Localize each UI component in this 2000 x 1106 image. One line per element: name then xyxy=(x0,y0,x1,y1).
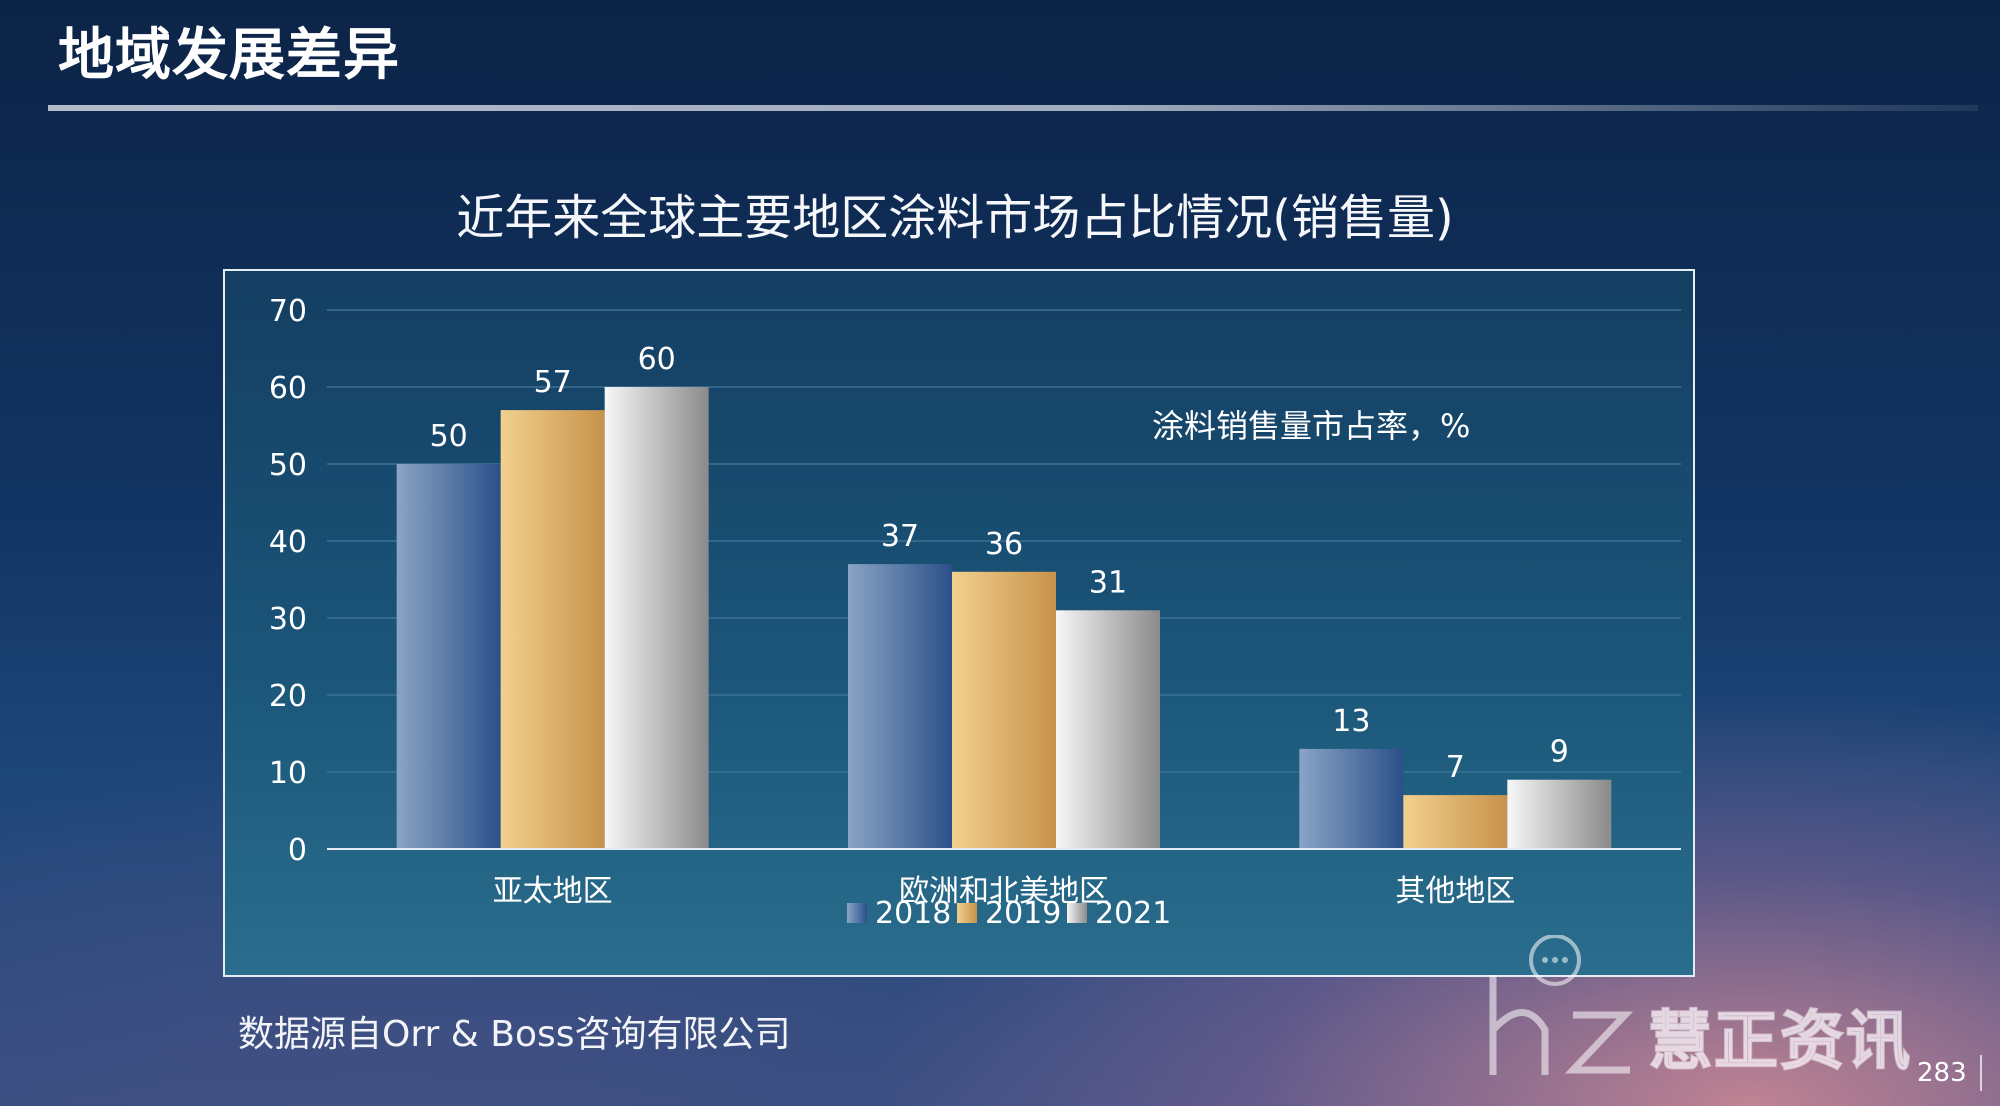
legend-item-2021: 2021 xyxy=(1067,896,1171,931)
y-tick-label: 10 xyxy=(269,756,307,791)
chart-frame: 50 57 60 37 36 31 13 7 9 0 10 20 30 40 50 60 70 亚太地区 欧洲和北… xyxy=(223,269,1695,977)
legend-swatch xyxy=(1067,903,1087,923)
watermark-text: 慧正资讯 xyxy=(1647,1004,1912,1080)
y-tick-label: 50 xyxy=(269,448,307,483)
data-label: 7 xyxy=(1446,750,1465,785)
data-label: 31 xyxy=(1089,565,1127,600)
data-label: 36 xyxy=(985,527,1023,562)
data-label: 37 xyxy=(881,519,919,554)
legend-label: 2018 xyxy=(875,896,951,931)
bar-2021-1 xyxy=(604,387,709,849)
legend: 2018 2019 2021 xyxy=(847,896,1171,931)
bar-2018-3 xyxy=(1299,748,1404,849)
legend-label: 2021 xyxy=(1095,896,1171,931)
x-category-label: 其他地区 xyxy=(1395,874,1515,909)
y-tick-label: 40 xyxy=(269,525,307,560)
chart-annotation: 涂料销售量市占率，% xyxy=(1152,407,1470,445)
bar-2019-3 xyxy=(1403,795,1508,849)
data-label: 50 xyxy=(430,419,468,454)
bars xyxy=(396,387,1612,849)
bar-2021-2 xyxy=(1056,610,1160,849)
source-note: 数据源自Orr & Boss咨询有限公司 xyxy=(238,1014,791,1055)
chart-title: 近年来全球主要地区涂料市场占比情况(销售量) xyxy=(456,190,1454,246)
legend-swatch xyxy=(957,903,977,923)
y-tick-label: 30 xyxy=(269,602,307,637)
page-number: 283 xyxy=(1917,1058,1967,1088)
y-tick-label: 20 xyxy=(269,679,307,714)
legend-item-2019: 2019 xyxy=(957,896,1061,931)
page-title: 地域发展差异 xyxy=(58,23,400,88)
bar-2018-2 xyxy=(848,564,952,849)
y-tick-label: 0 xyxy=(288,833,307,868)
data-label: 60 xyxy=(638,342,676,377)
bar-2019-1 xyxy=(500,410,605,849)
x-category-label: 亚太地区 xyxy=(493,874,613,909)
bar-2018-1 xyxy=(396,464,501,849)
legend-swatch xyxy=(847,903,867,923)
bar-2021-3 xyxy=(1507,779,1612,849)
data-label: 13 xyxy=(1332,704,1370,739)
legend-label: 2019 xyxy=(985,896,1061,931)
page-number-divider xyxy=(1980,1055,1982,1091)
watermark-logo-icon xyxy=(1489,935,1634,1075)
title-divider xyxy=(48,105,1978,111)
y-tick-label: 70 xyxy=(269,294,307,329)
y-tick-label: 60 xyxy=(269,371,307,406)
legend-item-2018: 2018 xyxy=(847,896,951,931)
data-label: 9 xyxy=(1550,735,1569,770)
data-labels: 50 57 60 37 36 31 13 7 9 xyxy=(430,342,1569,785)
bar-2019-2 xyxy=(952,571,1056,849)
data-label: 57 xyxy=(534,365,572,400)
